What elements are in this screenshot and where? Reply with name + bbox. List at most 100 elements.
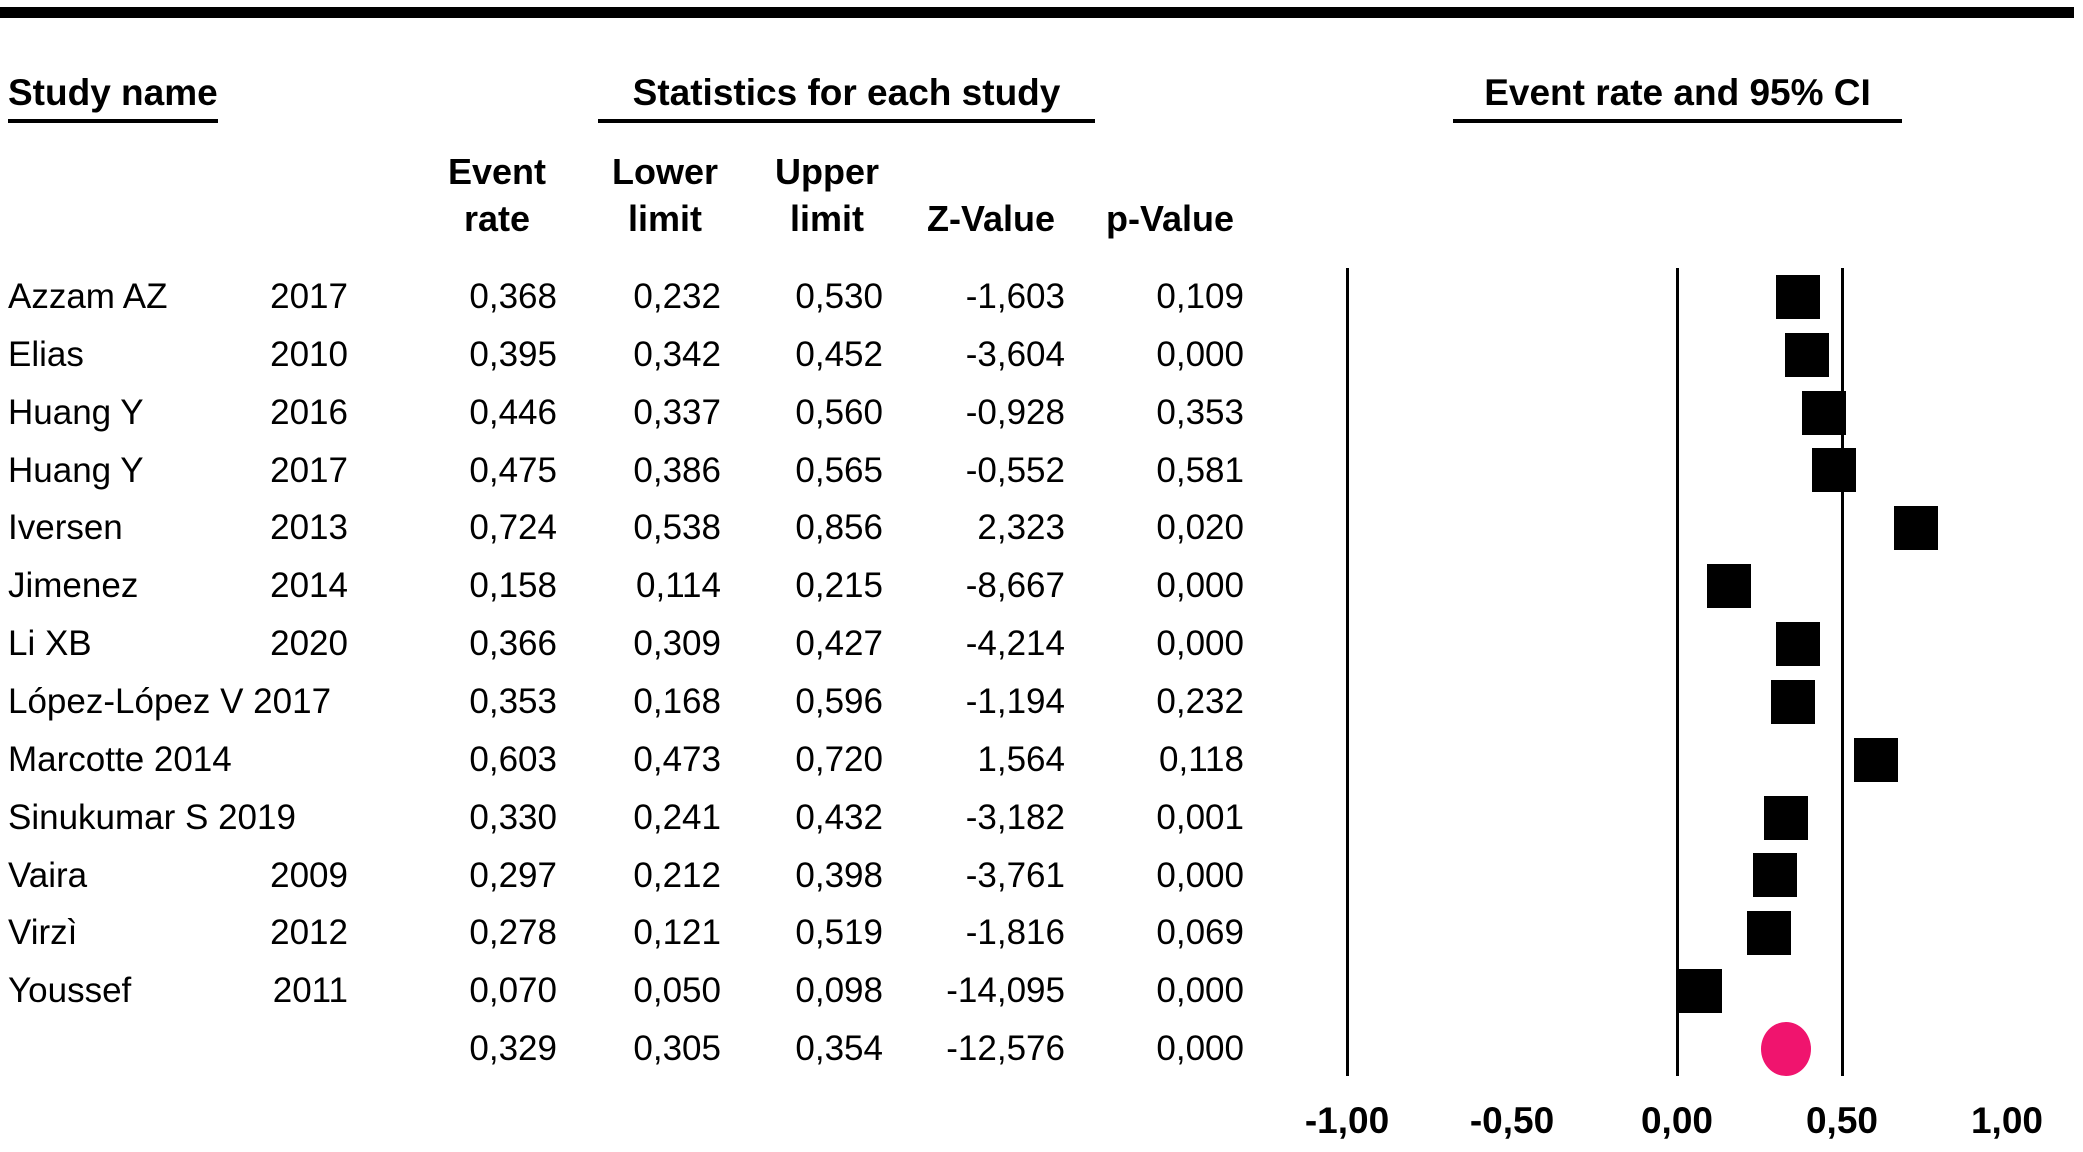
stat-cell-z: -0,928: [965, 392, 1065, 432]
stat-cell-lower: 0,342: [633, 334, 721, 374]
stat-cell-rate: 0,278: [469, 913, 557, 953]
stat-cell-z: 1,564: [977, 739, 1065, 779]
study-name-cell: Iversen: [8, 508, 123, 548]
study-point-marker: [1853, 737, 1898, 782]
study-year-cell: 2010: [270, 334, 348, 374]
stat-cell-upper: 0,519: [795, 913, 883, 953]
stat-cell-upper: 0,560: [795, 392, 883, 432]
column-header-line: Upper: [774, 151, 879, 192]
stat-cell-z: -1,816: [965, 913, 1065, 953]
stat-cell-rate: 0,446: [469, 392, 557, 432]
stat-cell-z: -1,603: [965, 277, 1065, 316]
stat-cell-upper: 0,530: [795, 277, 883, 316]
x-axis-tick-label: 0,00: [1640, 1100, 1713, 1141]
table-row: Huang Y 2017 0,475 0,386 0,565 -0,552 0,581: [0, 442, 1300, 500]
stat-cell-upper: 0,432: [795, 797, 883, 837]
column-header-line: p-Value: [1105, 198, 1235, 239]
stat-cell-p: 0,000: [1156, 624, 1244, 664]
table-row: Jimenez 2014 0,158 0,114 0,215 -8,667 0,000: [0, 557, 1300, 615]
top-border-rule: [0, 7, 2074, 18]
column-header-lower-limit: Lower limit: [565, 146, 765, 242]
x-axis-tick-label: -1,00: [1304, 1100, 1390, 1141]
column-header-z-value: Z-Value: [891, 146, 1091, 242]
study-point-marker: [1763, 795, 1808, 840]
stat-cell-lower: 0,121: [633, 913, 721, 953]
stat-cell-lower: 0,241: [633, 797, 721, 837]
study-point-marker: [1811, 448, 1856, 493]
statistics-header: Statistics for each study: [598, 72, 1095, 123]
stat-cell-p: 0,109: [1156, 277, 1244, 316]
stat-cell-z: 2,323: [977, 508, 1065, 548]
stat-cell-upper: 0,215: [795, 566, 883, 606]
table-row: Vaira 2009 0,297 0,212 0,398 -3,761 0,000: [0, 847, 1300, 905]
stat-cell-p: 0,069: [1156, 913, 1244, 953]
table-row: López-López V 2017 0,353 0,168 0,596 -1,194 0…: [0, 673, 1300, 731]
table-row: Iversen 2013 0,724 0,538 0,856 2,323 0,020: [0, 499, 1300, 557]
stat-cell-lower: 0,538: [633, 508, 721, 548]
table-row: Sinukumar S 2019 0,330 0,241 0,432 -3,182 0,0…: [0, 789, 1300, 847]
study-year-cell: 2016: [270, 392, 348, 432]
stat-cell-upper: 0,596: [795, 681, 883, 721]
study-point-marker: [1746, 911, 1791, 956]
stat-cell-lower: 0,309: [633, 624, 721, 664]
column-header-line: Z-Value: [926, 198, 1056, 239]
column-header-upper-limit: Upper limit: [727, 146, 927, 242]
stat-cell-p: 0,000: [1156, 334, 1244, 374]
stat-cell-rate: 0,603: [469, 739, 557, 779]
study-year-cell: 2009: [270, 855, 348, 895]
stat-cell-z: -4,214: [965, 624, 1065, 664]
study-year-cell: 2017: [270, 277, 348, 316]
stat-cell-upper: 0,398: [795, 855, 883, 895]
column-header-event-rate: Event rate: [397, 146, 597, 242]
study-name-cell: Jimenez: [8, 566, 139, 606]
table-row-summary: 0,329 0,305 0,354 -12,576 0,000: [0, 1020, 1300, 1078]
axis-vertical-line: [1675, 268, 1679, 1076]
table-row: Virzì 2012 0,278 0,121 0,519 -1,816 0,069: [0, 904, 1300, 962]
study-name-cell: Youssef: [8, 971, 132, 1011]
stat-cell-p: 0,000: [1156, 566, 1244, 606]
study-year-cell: 2013: [270, 508, 348, 548]
stat-cell-upper: 0,720: [795, 739, 883, 779]
stat-cell-upper: 0,098: [795, 971, 883, 1011]
stat-cell-z: -14,095: [946, 971, 1065, 1011]
stat-cell-lower: 0,305: [633, 1029, 721, 1069]
stat-cell-rate: 0,330: [469, 797, 557, 837]
study-point-marker: [1776, 274, 1821, 319]
study-year-cell: 2012: [270, 913, 348, 953]
stat-cell-p: 0,232: [1156, 681, 1244, 721]
stat-cell-rate: 0,158: [469, 566, 557, 606]
study-name-cell: López-López V 2017: [8, 681, 332, 721]
study-year-cell: 2017: [270, 450, 348, 490]
study-point-marker: [1893, 506, 1938, 551]
study-name-cell: Sinukumar S 2019: [8, 797, 296, 837]
stat-cell-lower: 0,168: [633, 681, 721, 721]
x-axis-tick-label: 1,00: [1970, 1100, 2043, 1141]
table-row: Marcotte 2014 0,603 0,473 0,720 1,564 0,118: [0, 731, 1300, 789]
x-axis-tick-label: 0,50: [1805, 1100, 1878, 1141]
study-point-marker: [1785, 332, 1830, 377]
stat-cell-z: -0,552: [965, 450, 1065, 490]
stat-cell-rate: 0,070: [469, 971, 557, 1011]
column-header-line: limit: [627, 198, 702, 239]
study-point-marker: [1678, 969, 1723, 1014]
study-name-cell: Huang Y: [8, 392, 144, 432]
stat-cell-rate: 0,475: [469, 450, 557, 490]
stat-cell-rate: 0,368: [469, 277, 557, 316]
study-point-marker: [1753, 853, 1797, 898]
study-name-cell: Huang Y: [8, 450, 144, 490]
stat-cell-rate: 0,353: [469, 681, 557, 721]
axis-vertical-line: [1840, 268, 1844, 1076]
study-point-marker: [1802, 390, 1847, 435]
study-year-cell: 2014: [270, 566, 348, 606]
table-row: Li XB 2020 0,366 0,309 0,427 -4,214 0,000: [0, 615, 1300, 673]
stat-cell-rate: 0,395: [469, 334, 557, 374]
stat-cell-upper: 0,452: [795, 334, 883, 374]
stat-cell-lower: 0,212: [633, 855, 721, 895]
stat-cell-rate: 0,366: [469, 624, 557, 664]
stat-cell-upper: 0,427: [795, 624, 883, 664]
stat-cell-lower: 0,232: [633, 277, 721, 316]
study-point-marker: [1775, 622, 1820, 667]
stat-cell-p: 0,118: [1159, 739, 1244, 779]
summary-point-marker: [1760, 1021, 1811, 1076]
